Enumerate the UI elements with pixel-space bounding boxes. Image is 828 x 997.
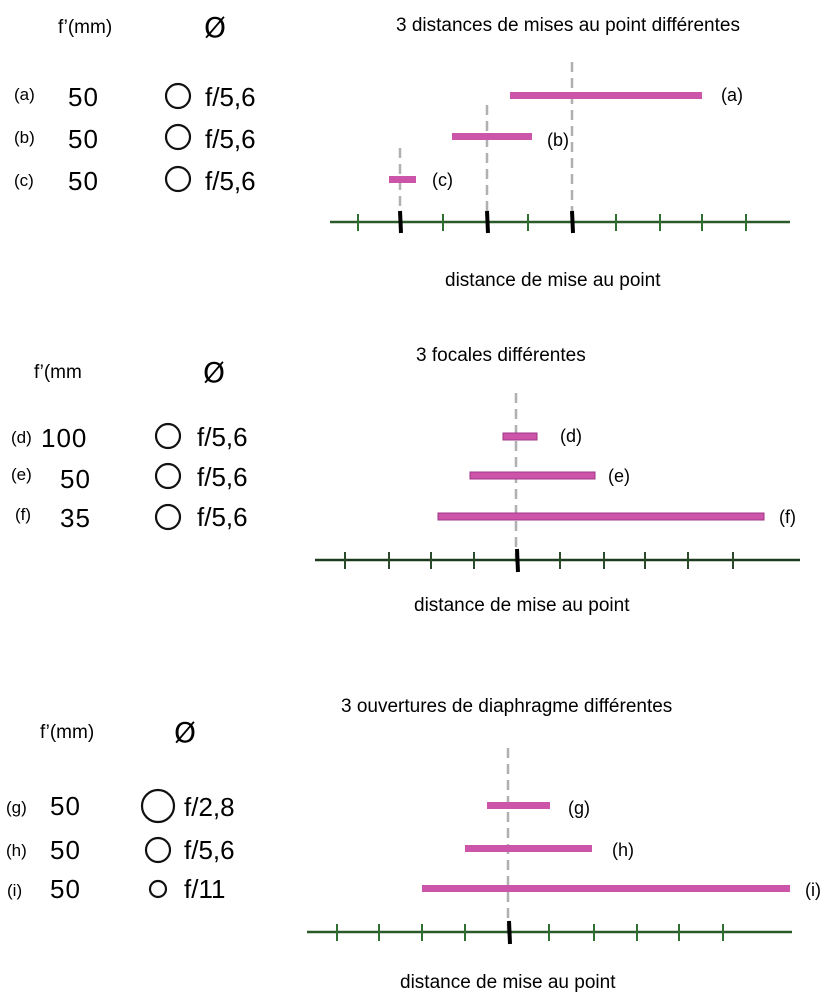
axis-ticks bbox=[357, 214, 747, 231]
row-letter: (i) bbox=[7, 881, 22, 900]
bar-label: (b) bbox=[547, 130, 569, 150]
aperture-circle-icon bbox=[154, 503, 182, 531]
row-aperture: f/5,6 bbox=[184, 835, 235, 865]
row-aperture: f/5,6 bbox=[205, 82, 256, 112]
row-focal: 50 bbox=[68, 82, 99, 112]
row-focal: 50 bbox=[50, 874, 81, 904]
row-focal: 50 bbox=[68, 166, 99, 196]
axis-ticks bbox=[336, 924, 724, 941]
row-focal: 35 bbox=[60, 503, 91, 533]
row-aperture: f/5,6 bbox=[205, 166, 256, 196]
aperture-circle-icon bbox=[164, 165, 192, 193]
bar-label: (e) bbox=[608, 466, 630, 486]
bar-label: (d) bbox=[560, 426, 582, 446]
aperture-circle-icon bbox=[154, 422, 182, 450]
row-aperture: f/5,6 bbox=[197, 422, 248, 452]
row-letter: (g) bbox=[6, 798, 27, 817]
panel-title: 3 focales différentes bbox=[416, 345, 586, 366]
depth-of-field-bar bbox=[422, 885, 790, 892]
aperture-circle-icon bbox=[154, 462, 182, 490]
depth-of-field-bar bbox=[510, 92, 702, 99]
axis-label: distance de mise au point bbox=[414, 595, 630, 616]
row-focal: 50 bbox=[50, 835, 81, 865]
focus-marks bbox=[398, 210, 575, 234]
panel-title: 3 ouvertures de diaphragme différentes bbox=[341, 696, 672, 717]
bar-label: (i) bbox=[805, 880, 821, 900]
aperture-circle-icon bbox=[140, 788, 176, 824]
diameter-symbol: Ø bbox=[204, 11, 226, 44]
diameter-symbol: Ø bbox=[174, 716, 196, 749]
row-focal: 100 bbox=[41, 423, 87, 453]
row-letter: (d) bbox=[11, 428, 32, 447]
row-letter: (c) bbox=[14, 171, 34, 190]
depth-of-field-bar bbox=[469, 471, 596, 480]
row-aperture: f/11 bbox=[184, 874, 225, 904]
focal-header: f’(mm) bbox=[58, 17, 112, 38]
depth-of-field-bar bbox=[389, 176, 416, 183]
row-aperture: f/5,6 bbox=[197, 462, 248, 492]
aperture-circle-icon bbox=[144, 836, 172, 864]
panel-title: 3 distances de mises au point différente… bbox=[396, 15, 740, 36]
row-letter: (h) bbox=[6, 841, 27, 860]
depth-of-field-bar bbox=[487, 802, 550, 809]
bar-label: (f) bbox=[779, 507, 796, 527]
row-aperture: f/5,6 bbox=[197, 502, 248, 532]
focal-header: f’(mm bbox=[34, 362, 82, 383]
row-letter: (b) bbox=[14, 128, 35, 147]
panel-apertures: f’(mm) Ø 3 ouvertures de diaphragme diff… bbox=[6, 696, 821, 993]
axis-ticks bbox=[344, 552, 734, 569]
bar-label: (a) bbox=[721, 85, 743, 105]
row-aperture: f/2,8 bbox=[184, 792, 235, 822]
aperture-circle-icon bbox=[164, 123, 192, 151]
row-letter: (a) bbox=[14, 85, 35, 104]
row-aperture: f/5,6 bbox=[205, 124, 256, 154]
focus-mark bbox=[515, 548, 520, 573]
depth-of-field-bar bbox=[452, 133, 532, 140]
focus-mark bbox=[507, 920, 512, 945]
bar-label: (h) bbox=[612, 840, 634, 860]
bar-label: (g) bbox=[568, 798, 590, 818]
aperture-circle-icon bbox=[164, 82, 192, 110]
panel-focus-distances: f’(mm) Ø 3 distances de mises au point d… bbox=[14, 11, 790, 291]
row-letter: (f) bbox=[15, 505, 31, 524]
row-focal: 50 bbox=[60, 464, 91, 494]
axis-label: distance de mise au point bbox=[400, 972, 616, 993]
focal-header: f’(mm) bbox=[40, 722, 94, 743]
row-focal: 50 bbox=[68, 124, 99, 154]
depth-of-field-bar bbox=[502, 432, 538, 441]
diameter-symbol: Ø bbox=[203, 356, 225, 389]
bar-label: (c) bbox=[432, 170, 453, 190]
depth-of-field-bar bbox=[465, 845, 592, 852]
row-focal: 50 bbox=[50, 791, 81, 821]
axis-label: distance de mise au point bbox=[445, 270, 661, 291]
depth-of-field-bar bbox=[437, 512, 765, 521]
panel-focal-lengths: f’(mm Ø 3 focales différentes (d) 100 f/… bbox=[11, 345, 800, 616]
aperture-circle-icon bbox=[148, 879, 168, 899]
row-letter: (e) bbox=[11, 465, 32, 484]
